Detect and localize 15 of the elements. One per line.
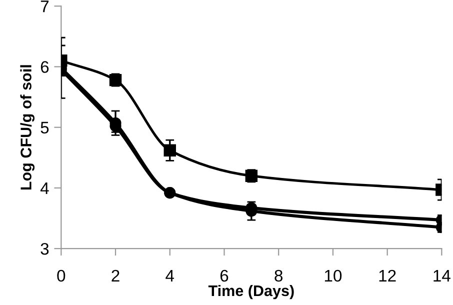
x-tick-label: 12 [379,270,396,282]
x-tick-label: 6 [220,270,228,282]
x-tick-label: 14 [434,270,450,282]
x-tick-label: 8 [274,270,283,282]
y-tick-label: 4 [40,182,49,194]
y-tick-label: 5 [40,122,49,134]
x-tick-label: 4 [166,270,174,282]
x-tick-label: 0 [57,270,66,282]
x-tick-label: 2 [112,270,120,282]
y-tick-label: 3 [40,242,49,255]
x-tick-label: 10 [324,270,342,282]
y-axis-title: Log CFU/g of soil [20,65,35,190]
y-tick-label: 7 [40,0,49,12]
x-axis-title: Time (Days) [208,284,294,300]
y-tick-label: 6 [40,61,49,73]
